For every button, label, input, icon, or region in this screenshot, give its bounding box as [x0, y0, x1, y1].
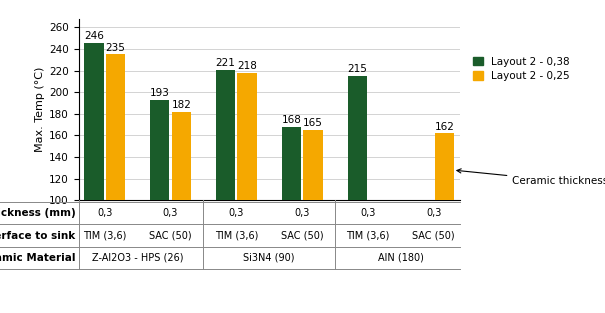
Text: 218: 218 [237, 61, 257, 71]
Text: TIM (3,6): TIM (3,6) [215, 231, 258, 240]
Text: Z-Al2O3 - HPS (26): Z-Al2O3 - HPS (26) [92, 253, 183, 263]
Bar [216, 69, 235, 200]
Text: 246: 246 [84, 31, 104, 41]
Text: Si3N4 (90): Si3N4 (90) [243, 253, 295, 263]
Bar [435, 133, 454, 200]
Bar [347, 76, 367, 200]
Text: TIM (3,6): TIM (3,6) [346, 231, 390, 240]
Text: Ceramic thickness: Ceramic thickness [457, 169, 605, 186]
Text: 0,3: 0,3 [229, 208, 244, 218]
Text: 235: 235 [105, 43, 125, 53]
Text: SAC (50): SAC (50) [413, 231, 455, 240]
Text: 162: 162 [434, 122, 454, 132]
Bar [106, 54, 125, 200]
Text: 0,3: 0,3 [97, 208, 113, 218]
Bar [237, 73, 257, 200]
Text: AlN (180): AlN (180) [378, 253, 424, 263]
Y-axis label: Max. Temp (°C): Max. Temp (°C) [35, 67, 45, 152]
Text: SAC (50): SAC (50) [281, 231, 324, 240]
Text: TIM (3,6): TIM (3,6) [83, 231, 126, 240]
Bar [282, 127, 301, 200]
Text: 215: 215 [347, 64, 367, 74]
Bar [150, 100, 169, 200]
Bar [84, 43, 103, 200]
Text: 193: 193 [150, 88, 169, 98]
Text: 168: 168 [281, 115, 301, 125]
Text: 0,3: 0,3 [361, 208, 376, 218]
Text: 0,3: 0,3 [163, 208, 178, 218]
Bar [303, 130, 322, 200]
Text: 221: 221 [215, 58, 235, 68]
Text: 0,3: 0,3 [295, 208, 310, 218]
Text: Ceramic Material: Ceramic Material [0, 253, 76, 263]
Text: 0,3: 0,3 [426, 208, 442, 218]
Text: Cu Thickness (mm): Cu Thickness (mm) [0, 208, 76, 218]
Legend: Layout 2 - 0,38, Layout 2 - 0,25: Layout 2 - 0,38, Layout 2 - 0,25 [473, 57, 570, 81]
Text: 165: 165 [303, 118, 323, 128]
Bar [172, 112, 191, 200]
Text: SAC (50): SAC (50) [149, 231, 192, 240]
Text: 182: 182 [171, 100, 191, 110]
Text: Interface to sink: Interface to sink [0, 231, 76, 240]
